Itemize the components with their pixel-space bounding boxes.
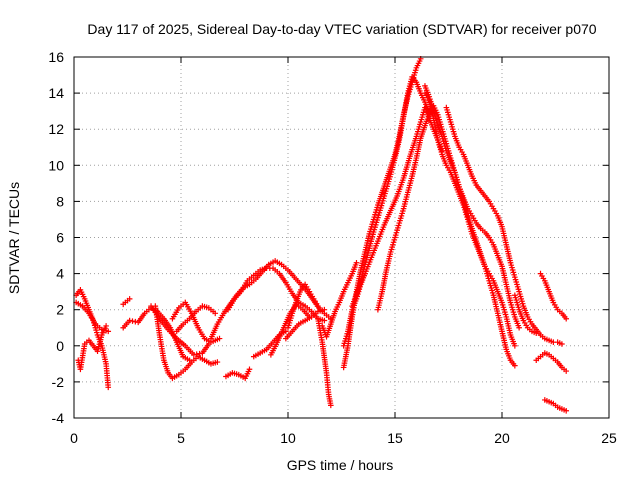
data-point-marker	[191, 352, 197, 358]
y-tick-label: 6	[56, 230, 64, 246]
y-tick-label: 14	[48, 85, 64, 101]
x-axis-title: GPS time / hours	[287, 457, 394, 473]
chart-title: Day 117 of 2025, Sidereal Day-to-day VTE…	[87, 21, 596, 37]
data-point-marker	[306, 314, 313, 320]
data-point-marker	[105, 328, 112, 335]
x-tick-label: 20	[494, 430, 510, 446]
data-point-marker	[321, 317, 328, 324]
x-tick-label: 25	[601, 430, 617, 446]
data-point-marker	[533, 330, 540, 336]
y-tick-label: 12	[48, 121, 64, 137]
y-tick-label: 0	[56, 338, 64, 354]
y-tick-label: -4	[52, 410, 65, 426]
data-point-marker	[105, 384, 112, 391]
data-point-marker	[353, 259, 360, 266]
y-tick-label: 4	[56, 266, 64, 282]
data-point-marker	[563, 368, 569, 374]
data-point-marker	[132, 318, 139, 325]
data-point-marker	[512, 362, 518, 369]
data-point-marker	[362, 270, 368, 277]
y-tick-label: 8	[56, 193, 64, 209]
data-point-marker	[246, 366, 253, 373]
data-point-marker	[328, 402, 334, 409]
x-tick-label: 0	[70, 430, 78, 446]
data-point-marker	[196, 350, 203, 357]
x-tick-label: 15	[387, 430, 403, 446]
data-point-marker	[129, 318, 136, 324]
data-point-marker	[563, 407, 569, 414]
y-tick-label: 2	[56, 302, 64, 318]
data-point-marker	[103, 323, 109, 329]
y-tick-label: -2	[52, 374, 65, 390]
data-point-marker	[559, 341, 565, 347]
y-tick-label: 16	[48, 49, 64, 65]
y-tick-label: 10	[48, 157, 64, 173]
data-points	[73, 56, 569, 414]
x-tick-label: 10	[280, 430, 296, 446]
data-point-marker	[216, 335, 223, 342]
data-point-marker	[212, 310, 219, 317]
data-point-marker	[516, 324, 522, 331]
data-point-marker	[126, 296, 133, 302]
data-point-marker	[321, 306, 328, 313]
data-point-marker	[512, 343, 518, 349]
axis-ticks: 0 5 10 15 20 25 -4 -2 0 2 4 6 8 10 12 14 16	[48, 49, 617, 446]
data-point-marker	[315, 303, 321, 309]
data-point-marker	[126, 317, 133, 324]
y-axis-title: SDTVAR / TECUs	[6, 182, 22, 294]
data-point-marker	[563, 315, 569, 322]
data-point-marker	[193, 351, 200, 358]
data-point-marker	[214, 359, 221, 365]
grid-lines	[74, 57, 609, 418]
x-tick-label: 5	[177, 430, 185, 446]
